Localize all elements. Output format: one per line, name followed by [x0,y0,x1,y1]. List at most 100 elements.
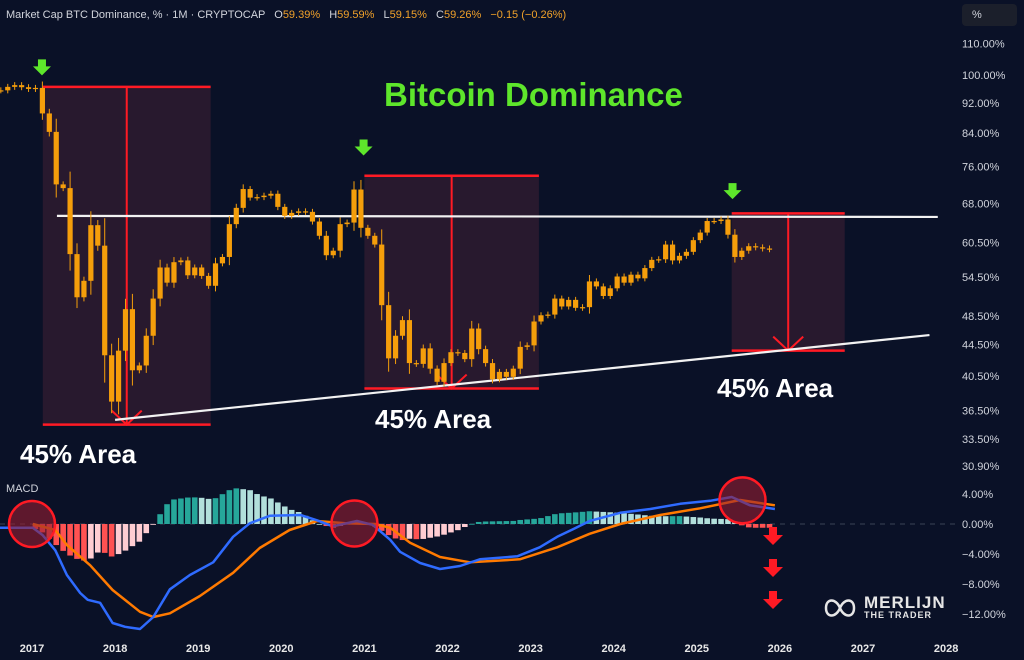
price-tick-label: 76.00% [962,161,1000,173]
year-tick-label: 2022 [435,643,459,655]
year-tick-label: 2021 [352,643,376,655]
candle [129,309,136,371]
histogram-bar [462,524,468,528]
macd-label: MACD [6,483,39,495]
histogram-bar [302,515,309,524]
histogram-bar [268,498,274,524]
candle [102,245,108,356]
histogram-bar [648,515,655,524]
macd-tick-label: 0.00% [962,519,993,531]
candle [192,267,198,276]
candle [282,206,288,216]
candle [185,260,191,276]
green-down-arrow-icon [723,183,742,200]
candle [379,244,385,306]
candle [178,260,184,263]
candle [226,224,232,257]
macd-tick-label: −12.00% [962,609,1006,621]
candle [386,305,392,359]
infinity-logo-icon [824,598,856,617]
price-tick-label: 60.50% [962,237,1000,249]
histogram-bar [247,490,253,524]
histogram-bar [621,513,627,524]
histogram-bar [628,513,634,524]
histogram-bar [607,512,614,524]
percent-scale-button[interactable]: % [962,4,1017,26]
candle [420,348,426,364]
candle [136,365,142,371]
histogram-bar [143,524,150,534]
histogram-bar [420,524,427,539]
histogram-bar [157,514,163,524]
candle [240,189,246,208]
resistance-line [56,214,938,219]
histogram-bar [108,524,115,557]
histogram-bar [219,494,226,524]
candle [434,368,440,382]
candle [289,212,295,216]
histogram-bar [441,524,447,535]
year-tick-label: 2019 [186,643,210,655]
candle [88,225,94,281]
histogram-bar [662,516,669,524]
red-down-arrow-icon [763,559,783,577]
support-line [114,333,930,421]
histogram-bar [448,524,454,533]
candle [766,248,773,250]
histogram-bar [455,524,461,531]
histogram-bar [378,524,385,531]
histogram-bar [288,509,295,524]
annotation-boxes [42,85,845,426]
histogram-bar [129,524,136,547]
candle [95,225,101,246]
histogram-bar [212,498,219,524]
histogram-bar [752,524,759,528]
symbol-title: Market Cap BTC Dominance, % · 1M · CRYPT… [6,9,266,21]
price-tick-label: 68.00% [962,198,1000,210]
candle [275,193,281,207]
price-tick-label: 100.00% [962,70,1006,82]
histogram-bar [164,504,170,524]
low-value: 59.15% [389,9,427,21]
histogram-bar [676,516,683,524]
histogram-bar [136,524,143,542]
histogram-bar [683,516,690,524]
macd-tick-label: −8.00% [962,579,1000,591]
histogram-bar [122,524,129,551]
chart-title: Bitcoin Dominance [384,76,683,113]
candle [25,87,32,89]
candle [205,275,212,286]
candle [0,90,4,92]
candle [669,244,676,261]
close-value: 59.26% [443,9,482,21]
candle [392,335,399,359]
candle [19,85,25,88]
candle [697,232,703,241]
candle [74,254,80,298]
candle [496,371,503,380]
year-tick-label: 2027 [851,643,875,655]
histogram-bar [385,524,392,536]
chart-header: Market Cap BTC Dominance, % · 1M · CRYPT… [6,9,566,21]
low-label: L [383,9,390,21]
candle [718,219,724,222]
price-tick-label: 84.00% [962,128,1000,140]
candle [309,211,316,222]
histogram-bar [614,512,620,524]
candle [469,328,475,360]
area-label-1: 45% Area [20,439,137,469]
candle [635,274,641,279]
candle [427,348,433,369]
histogram-bar [579,511,586,524]
candles [0,81,773,415]
histogram-bar [53,524,60,546]
candle [46,113,52,132]
candle [524,345,530,347]
candle [586,281,593,308]
candle [302,211,309,213]
macd-tick-label: −4.00% [962,549,1000,561]
year-tick-label: 2024 [601,643,626,655]
candle [164,267,170,283]
histogram-bar [171,499,177,524]
